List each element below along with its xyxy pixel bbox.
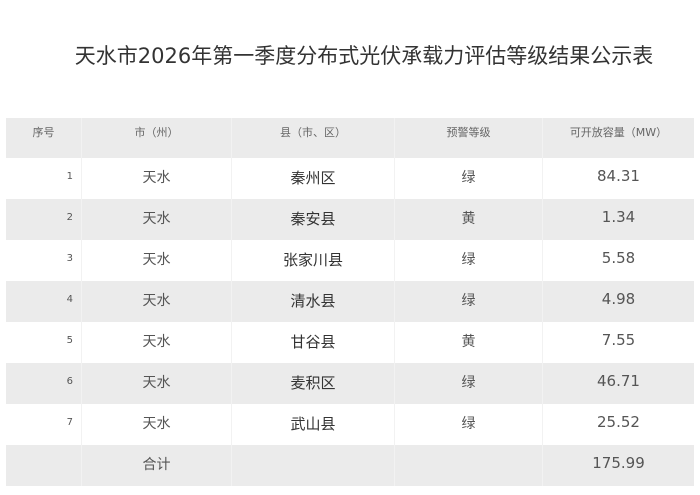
header-cell: 可开放容量（MW） <box>569 126 668 139</box>
total-label: 合计 <box>82 445 232 486</box>
table-row: 7 天水 武山县绿 25.52 <box>6 404 694 445</box>
warning-level: 绿 <box>395 363 543 404</box>
table-header: 序号 市（州） 县（市、区） 预警等级 可开放容量（MW） <box>6 118 694 158</box>
county: 甘谷县 <box>232 322 395 363</box>
row-number: 4 <box>6 281 82 322</box>
county: 麦积区 <box>232 363 395 404</box>
row-number: 1 <box>6 158 82 199</box>
warning-level: 绿 <box>395 404 543 445</box>
open-capacity: 7.55 <box>601 331 636 349</box>
open-capacity: 4.98 <box>601 290 636 308</box>
city: 天水 <box>82 363 232 404</box>
total-row: 合计 175.99 <box>6 445 694 486</box>
table-row: 3 天水 张家川县绿 5.58 <box>6 240 694 281</box>
warning-level: 绿 <box>395 158 543 199</box>
row-number: 6 <box>6 363 82 404</box>
row-number: 5 <box>6 322 82 363</box>
table-row: 2 天水 秦安县黄 1.34 <box>6 199 694 240</box>
table-row: 4 天水 清水县绿 4.98 <box>6 281 694 322</box>
results-table: 序号 市（州） 县（市、区） 预警等级 可开放容量（MW） 1 天水 秦州区绿 84.… <box>6 118 694 486</box>
open-capacity: 5.58 <box>601 249 636 267</box>
county: 秦安县 <box>232 199 395 240</box>
open-capacity: 25.52 <box>597 413 640 431</box>
warning-level: 黄 <box>395 322 543 363</box>
table-row: 5 天水 甘谷县黄 7.55 <box>6 322 694 363</box>
row-number: 7 <box>6 404 82 445</box>
header-cell: 县（市、区） <box>232 118 395 158</box>
city: 天水 <box>82 322 232 363</box>
row-number: 3 <box>6 240 82 281</box>
open-capacity: 84.31 <box>597 167 640 185</box>
page-title: 天水市2026年第一季度分布式光伏承载力评估等级结果公示表 <box>74 44 654 68</box>
city: 天水 <box>82 404 232 445</box>
city: 天水 <box>82 240 232 281</box>
table-row: 6 天水 麦积区绿 46.71 <box>6 363 694 404</box>
county: 张家川县 <box>232 240 395 281</box>
county: 秦州区 <box>232 158 395 199</box>
row-number: 2 <box>6 199 82 240</box>
warning-level: 绿 <box>395 281 543 322</box>
county: 清水县 <box>232 281 395 322</box>
county: 武山县 <box>232 404 395 445</box>
city: 天水 <box>82 281 232 322</box>
header-cell: 预警等级 <box>395 118 543 158</box>
header-cell: 序号 <box>6 118 82 158</box>
city: 天水 <box>82 199 232 240</box>
table-row: 1 天水 秦州区绿 84.31 <box>6 158 694 199</box>
city: 天水 <box>82 158 232 199</box>
open-capacity: 46.71 <box>597 372 640 390</box>
header-cell: 市（州） <box>82 118 232 158</box>
open-capacity: 1.34 <box>601 208 636 226</box>
warning-level: 绿 <box>395 240 543 281</box>
warning-level: 黄 <box>395 199 543 240</box>
total-value: 175.99 <box>592 454 645 472</box>
